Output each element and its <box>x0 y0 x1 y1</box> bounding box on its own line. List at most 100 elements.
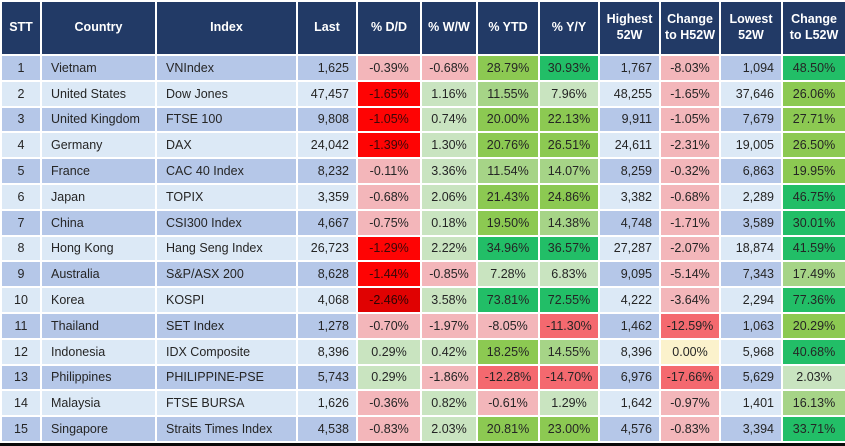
cell-pct-yy: 72.55% <box>540 288 598 312</box>
col-header-change-to-h52w: Change to H52W <box>661 2 719 54</box>
cell-pct-dd: -1.39% <box>358 133 420 158</box>
cell-pct-dd: -0.75% <box>358 210 420 235</box>
cell-last: 26,723 <box>298 236 356 261</box>
cell-index: DAX <box>157 133 296 158</box>
cell-stt: 2 <box>2 81 40 106</box>
cell-highest-52w: 4,222 <box>600 288 659 312</box>
cell-index: CSI300 Index <box>157 210 296 235</box>
cell-pct-ww: 0.18% <box>422 210 476 235</box>
table-row: 9 Australia S&P/ASX 200 8,628 -1.44% -0.85% 7.… <box>2 262 845 287</box>
cell-country: Hong Kong <box>42 236 155 261</box>
cell-last: 24,042 <box>298 133 356 158</box>
cell-index: VNIndex <box>157 56 296 80</box>
cell-index: FTSE BURSA <box>157 391 296 416</box>
cell-change-to-h52w: 0.00% <box>661 339 719 364</box>
cell-lowest-52w: 5,629 <box>721 365 781 390</box>
cell-pct-yy: 7.96% <box>540 81 598 106</box>
cell-change-to-l52w: 17.49% <box>783 262 845 287</box>
cell-lowest-52w: 1,063 <box>721 313 781 338</box>
cell-pct-ytd: 7.28% <box>478 262 538 287</box>
cell-pct-ytd: -12.28% <box>478 365 538 390</box>
cell-pct-dd: -0.70% <box>358 313 420 338</box>
cell-pct-yy: -14.70% <box>540 365 598 390</box>
cell-lowest-52w: 18,874 <box>721 236 781 261</box>
cell-pct-dd: 0.29% <box>358 365 420 390</box>
cell-index: CAC 40 Index <box>157 159 296 183</box>
cell-pct-yy: 14.07% <box>540 159 598 183</box>
col-header-pct-yy: % Y/Y <box>540 2 598 54</box>
cell-pct-yy: 24.86% <box>540 184 598 209</box>
cell-lowest-52w: 37,646 <box>721 81 781 106</box>
cell-index: IDX Composite <box>157 339 296 364</box>
cell-last: 8,232 <box>298 159 356 183</box>
cell-pct-yy: 23.00% <box>540 417 598 441</box>
cell-lowest-52w: 3,394 <box>721 417 781 441</box>
cell-change-to-h52w: -2.31% <box>661 133 719 158</box>
cell-change-to-l52w: 33.71% <box>783 417 845 441</box>
table-row: 12 Indonesia IDX Composite 8,396 0.29% 0.42% 1… <box>2 339 845 364</box>
cell-stt: 15 <box>2 417 40 441</box>
table-row: 3 United Kingdom FTSE 100 9,808 -1.05% 0.74% 2… <box>2 107 845 132</box>
cell-stt: 4 <box>2 133 40 158</box>
cell-last: 8,396 <box>298 339 356 364</box>
cell-highest-52w: 27,287 <box>600 236 659 261</box>
cell-change-to-h52w: -12.59% <box>661 313 719 338</box>
cell-country: France <box>42 159 155 183</box>
cell-stt: 8 <box>2 236 40 261</box>
cell-pct-ytd: 21.43% <box>478 184 538 209</box>
cell-change-to-l52w: 27.71% <box>783 107 845 132</box>
cell-stt: 1 <box>2 56 40 80</box>
cell-highest-52w: 9,911 <box>600 107 659 132</box>
cell-last: 3,359 <box>298 184 356 209</box>
col-header-change-to-l52w: Change to L52W <box>783 2 845 54</box>
cell-stt: 14 <box>2 391 40 416</box>
cell-pct-ytd: -8.05% <box>478 313 538 338</box>
cell-pct-ww: 3.58% <box>422 288 476 312</box>
cell-country: Malaysia <box>42 391 155 416</box>
cell-change-to-l52w: 20.29% <box>783 313 845 338</box>
cell-pct-dd: -0.83% <box>358 417 420 441</box>
cell-pct-dd: -1.44% <box>358 262 420 287</box>
cell-pct-ytd: 11.54% <box>478 159 538 183</box>
col-header-lowest-52w: Lowest 52W <box>721 2 781 54</box>
cell-last: 47,457 <box>298 81 356 106</box>
cell-change-to-l52w: 30.01% <box>783 210 845 235</box>
cell-index: TOPIX <box>157 184 296 209</box>
col-header-pct-ytd: % YTD <box>478 2 538 54</box>
cell-country: Thailand <box>42 313 155 338</box>
col-header-last: Last <box>298 2 356 54</box>
cell-index: Straits Times Index <box>157 417 296 441</box>
cell-pct-yy: 1.29% <box>540 391 598 416</box>
cell-country: United Kingdom <box>42 107 155 132</box>
cell-highest-52w: 1,642 <box>600 391 659 416</box>
cell-change-to-h52w: -2.07% <box>661 236 719 261</box>
table-body: 1 Vietnam VNIndex 1,625 -0.39% -0.68% 28.79% 30… <box>2 56 845 441</box>
cell-stt: 13 <box>2 365 40 390</box>
cell-last: 1,626 <box>298 391 356 416</box>
cell-change-to-l52w: 26.50% <box>783 133 845 158</box>
cell-stt: 9 <box>2 262 40 287</box>
cell-pct-ytd: 73.81% <box>478 288 538 312</box>
cell-last: 1,625 <box>298 56 356 80</box>
cell-stt: 6 <box>2 184 40 209</box>
cell-change-to-l52w: 19.95% <box>783 159 845 183</box>
cell-change-to-h52w: -1.05% <box>661 107 719 132</box>
cell-lowest-52w: 2,294 <box>721 288 781 312</box>
cell-change-to-l52w: 77.36% <box>783 288 845 312</box>
cell-highest-52w: 48,255 <box>600 81 659 106</box>
cell-pct-ww: -0.68% <box>422 56 476 80</box>
table-row: 1 Vietnam VNIndex 1,625 -0.39% -0.68% 28.79% 30… <box>2 56 845 80</box>
table-row: 11 Thailand SET Index 1,278 -0.70% -1.97% -8.0… <box>2 313 845 338</box>
cell-last: 1,278 <box>298 313 356 338</box>
col-header-pct-ww: % W/W <box>422 2 476 54</box>
cell-change-to-h52w: -0.68% <box>661 184 719 209</box>
cell-country: Indonesia <box>42 339 155 364</box>
cell-highest-52w: 9,095 <box>600 262 659 287</box>
cell-pct-dd: -0.11% <box>358 159 420 183</box>
cell-stt: 7 <box>2 210 40 235</box>
table-row: 8 Hong Kong Hang Seng Index 26,723 -1.29% 2.2… <box>2 236 845 261</box>
cell-pct-ytd: 18.25% <box>478 339 538 364</box>
cell-change-to-h52w: -0.32% <box>661 159 719 183</box>
cell-country: China <box>42 210 155 235</box>
